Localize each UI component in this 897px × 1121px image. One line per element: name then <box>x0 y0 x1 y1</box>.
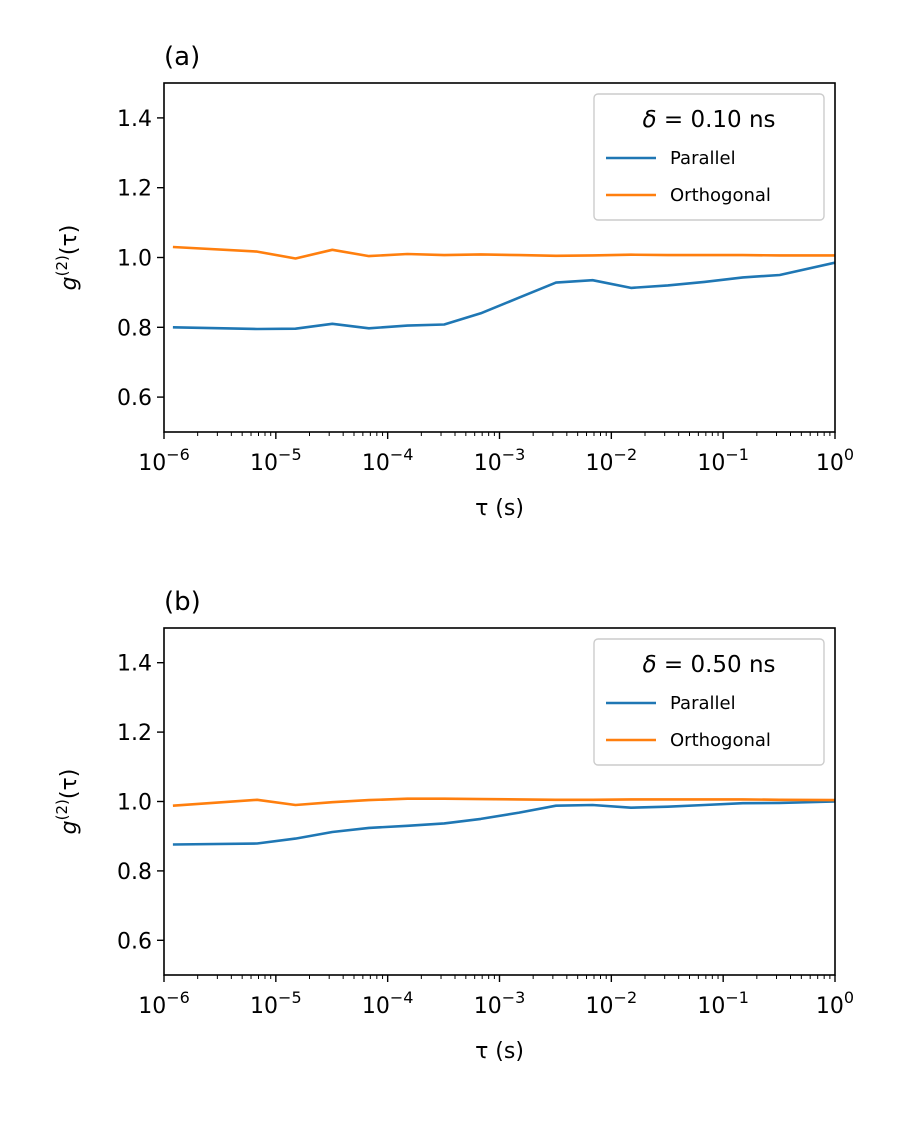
x-tick-base: 10 <box>586 451 614 476</box>
x-tick-base: 10 <box>250 451 278 476</box>
x-axis-label: τ (s) <box>475 496 524 521</box>
legend-label-orthogonal: Orthogonal <box>670 185 771 206</box>
x-tick-label: 100 <box>816 445 854 476</box>
x-tick-base: 10 <box>362 451 390 476</box>
x-tick-exponent: −5 <box>278 445 302 464</box>
x-tick-base: 10 <box>474 994 502 1019</box>
x-tick-base: 10 <box>697 451 725 476</box>
x-tick-exponent: −1 <box>725 988 749 1007</box>
y-label-tail: (τ) <box>57 769 82 799</box>
x-tick-label: 10−1 <box>697 445 749 476</box>
y-label-base: g <box>57 276 82 290</box>
x-tick-label: 10−4 <box>362 988 414 1019</box>
y-label-sup: (2) <box>53 255 71 276</box>
x-tick-base: 10 <box>138 451 166 476</box>
legend-frame <box>593 93 825 221</box>
series-line-parallel <box>172 261 835 331</box>
x-tick-exponent: −6 <box>166 988 190 1007</box>
series-line-orthogonal <box>172 245 835 260</box>
x-tick-exponent: −5 <box>278 988 302 1007</box>
y-tick-label: 1.4 <box>117 107 152 132</box>
x-tick-label: 10−2 <box>586 988 638 1019</box>
x-tick-label: 10−1 <box>697 988 749 1019</box>
series-line-parallel <box>172 800 835 846</box>
x-tick-exponent: −2 <box>614 988 638 1007</box>
x-tick-exponent: −1 <box>725 445 749 464</box>
series-group <box>172 797 835 846</box>
y-tick-label: 0.6 <box>117 929 152 954</box>
x-tick-base: 10 <box>138 994 166 1019</box>
legend-frame <box>593 638 825 766</box>
legend: δ = 0.50 ns Parallel Orthogonal <box>593 638 825 766</box>
x-tick-exponent: −2 <box>614 445 638 464</box>
x-tick-exponent: −3 <box>502 988 526 1007</box>
x-tick-exponent: −4 <box>390 988 414 1007</box>
legend-title-symbol: δ <box>642 652 656 678</box>
x-tick-base: 10 <box>362 994 390 1019</box>
panel-a: (a)0.60.81.01.21.410−6 10−5 10−4 10−3 10−2 10… <box>53 42 854 521</box>
legend-title-symbol: δ <box>642 107 656 133</box>
y-tick-label: 1.2 <box>117 721 152 746</box>
y-tick-label: 1.4 <box>117 652 152 677</box>
x-tick-base: 10 <box>816 451 844 476</box>
y-tick-label: 0.8 <box>117 860 152 885</box>
panel-b: (b)0.60.81.01.21.410−6 10−5 10−4 10−3 10−2 10… <box>53 587 854 1064</box>
y-axis-label: g(2)(τ) <box>53 769 82 835</box>
x-tick-base: 10 <box>586 994 614 1019</box>
y-tick-label: 1.0 <box>117 247 152 272</box>
x-tick-exponent: −3 <box>502 445 526 464</box>
y-label-base: g <box>57 820 82 834</box>
x-tick-label: 10−3 <box>474 988 526 1019</box>
y-axis-label: g(2)(τ) <box>53 225 82 291</box>
legend-label-parallel: Parallel <box>670 148 736 169</box>
x-tick-label: 100 <box>816 988 854 1019</box>
x-tick-exponent: −6 <box>166 445 190 464</box>
panel-label: (b) <box>164 587 201 617</box>
x-tick-label: 10−5 <box>250 445 302 476</box>
legend-title: δ = 0.50 ns <box>642 652 775 678</box>
x-tick-label: 10−6 <box>138 445 190 476</box>
x-tick-label: 10−6 <box>138 988 190 1019</box>
legend-title-rest: = 0.10 ns <box>657 107 776 133</box>
x-tick-base: 10 <box>697 994 725 1019</box>
series-group <box>172 245 835 331</box>
y-label-sup: (2) <box>53 799 71 820</box>
y-tick-label: 0.6 <box>117 386 152 411</box>
y-label-tail: (τ) <box>57 225 82 255</box>
legend-label-orthogonal: Orthogonal <box>670 730 771 751</box>
x-axis-label: τ (s) <box>475 1039 524 1064</box>
x-tick-label: 10−2 <box>586 445 638 476</box>
panel-label: (a) <box>164 42 200 72</box>
x-tick-exponent: 0 <box>844 445 854 464</box>
legend: δ = 0.10 ns Parallel Orthogonal <box>593 93 825 221</box>
y-tick-label: 0.8 <box>117 316 152 341</box>
legend-title-rest: = 0.50 ns <box>657 652 776 678</box>
x-tick-label: 10−3 <box>474 445 526 476</box>
y-tick-label: 1.0 <box>117 791 152 816</box>
x-tick-base: 10 <box>816 994 844 1019</box>
x-tick-exponent: −4 <box>390 445 414 464</box>
x-tick-label: 10−5 <box>250 988 302 1019</box>
x-tick-base: 10 <box>250 994 278 1019</box>
legend-label-parallel: Parallel <box>670 693 736 714</box>
x-tick-base: 10 <box>474 451 502 476</box>
y-tick-label: 1.2 <box>117 177 152 202</box>
legend-title: δ = 0.10 ns <box>642 107 775 133</box>
x-tick-exponent: 0 <box>844 988 854 1007</box>
x-tick-label: 10−4 <box>362 445 414 476</box>
series-line-orthogonal <box>172 797 835 807</box>
